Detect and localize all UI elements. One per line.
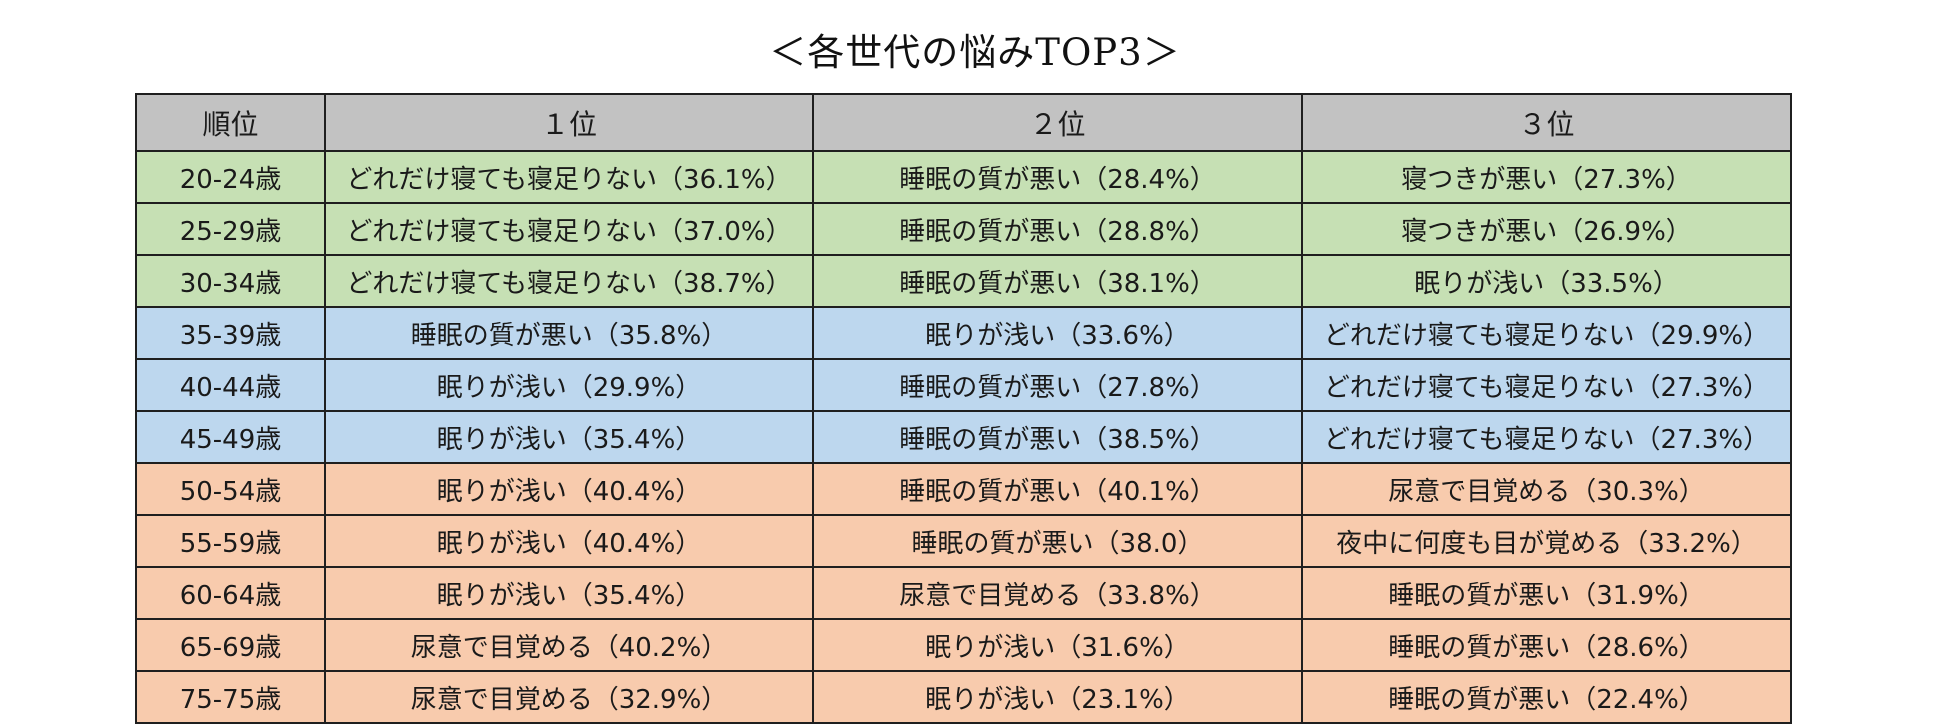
rank2-cell: 睡眠の質が悪い（40.1%） [812, 462, 1303, 516]
rank2-cell: 尿意で目覚める（33.8%） [812, 566, 1303, 620]
age-cell: 55-59歳 [135, 514, 326, 568]
rank2-cell: 眠りが浅い（23.1%） [812, 670, 1303, 724]
rank1-cell: どれだけ寝ても寝足りない（38.7%） [324, 254, 814, 308]
rank3-cell: どれだけ寝ても寝足りない（27.3%） [1301, 410, 1792, 464]
rank2-cell: 眠りが浅い（33.6%） [812, 306, 1303, 360]
rank3-cell: どれだけ寝ても寝足りない（27.3%） [1301, 358, 1792, 412]
age-cell: 25-29歳 [135, 202, 326, 256]
table-row: 25-29歳 どれだけ寝ても寝足りない（37.0%） 睡眠の質が悪い（28.8%）寝… [135, 202, 1792, 256]
rank1-cell: 眠りが浅い（40.4%） [324, 514, 814, 568]
rank3-cell: 睡眠の質が悪い（28.6%） [1301, 618, 1792, 672]
table-body: 20-24歳 どれだけ寝ても寝足りない（36.1%） 睡眠の質が悪い（28.4%）寝… [135, 150, 1792, 724]
rank1-cell: 睡眠の質が悪い（35.8%） [324, 306, 814, 360]
rank3-cell: どれだけ寝ても寝足りない（29.9%） [1301, 306, 1792, 360]
header-row: 順位 １位 ２位 ３位 [135, 93, 1792, 152]
rank1-cell: どれだけ寝ても寝足りない（37.0%） [324, 202, 814, 256]
rank1-cell: 尿意で目覚める（40.2%） [324, 618, 814, 672]
rank2-cell: 眠りが浅い（31.6%） [812, 618, 1303, 672]
rank3-cell: 睡眠の質が悪い（22.4%） [1301, 670, 1792, 724]
age-cell: 45-49歳 [135, 410, 326, 464]
rank3-cell: 睡眠の質が悪い（31.9%） [1301, 566, 1792, 620]
rank2-cell: 睡眠の質が悪い（27.8%） [812, 358, 1303, 412]
table-row: 60-64歳 眠りが浅い（35.4%） 尿意で目覚める（33.8%） 睡眠の質が悪い（… [135, 566, 1792, 620]
header-1st: １位 [324, 93, 814, 152]
rank2-cell: 睡眠の質が悪い（38.0） [812, 514, 1303, 568]
rank2-cell: 睡眠の質が悪い（28.8%） [812, 202, 1303, 256]
table-row: 20-24歳 どれだけ寝ても寝足りない（36.1%） 睡眠の質が悪い（28.4%）寝… [135, 150, 1792, 204]
age-cell: 65-69歳 [135, 618, 326, 672]
header-3rd: ３位 [1301, 93, 1792, 152]
table-row: 40-44歳 眠りが浅い（29.9%） 睡眠の質が悪い（27.8%） どれだけ寝ても寝… [135, 358, 1792, 412]
table-row: 35-39歳 睡眠の質が悪い（35.8%） 眠りが浅い（33.6%） どれだけ寝ても寝… [135, 306, 1792, 360]
age-cell: 40-44歳 [135, 358, 326, 412]
table-row: 30-34歳 どれだけ寝ても寝足りない（38.7%） 睡眠の質が悪い（38.1%）眠… [135, 254, 1792, 308]
rank2-cell: 睡眠の質が悪い（38.1%） [812, 254, 1303, 308]
header-2nd: ２位 [812, 93, 1303, 152]
age-cell: 50-54歳 [135, 462, 326, 516]
age-cell: 35-39歳 [135, 306, 326, 360]
rank1-cell: どれだけ寝ても寝足りない（36.1%） [324, 150, 814, 204]
table-row: 55-59歳 眠りが浅い（40.4%） 睡眠の質が悪い（38.0） 夜中に何度も目が覚… [135, 514, 1792, 568]
rank3-cell: 尿意で目覚める（30.3%） [1301, 462, 1792, 516]
rank3-cell: 眠りが浅い（33.5%） [1301, 254, 1792, 308]
age-cell: 60-64歳 [135, 566, 326, 620]
rank1-cell: 眠りが浅い（35.4%） [324, 410, 814, 464]
rank2-cell: 睡眠の質が悪い（38.5%） [812, 410, 1303, 464]
table-row: 50-54歳 眠りが浅い（40.4%） 睡眠の質が悪い（40.1%） 尿意で目覚める（… [135, 462, 1792, 516]
rank2-cell: 睡眠の質が悪い（28.4%） [812, 150, 1303, 204]
rank1-cell: 眠りが浅い（35.4%） [324, 566, 814, 620]
rank1-cell: 眠りが浅い（29.9%） [324, 358, 814, 412]
age-cell: 30-34歳 [135, 254, 326, 308]
rank1-cell: 尿意で目覚める（32.9%） [324, 670, 814, 724]
rank3-cell: 寝つきが悪い（26.9%） [1301, 202, 1792, 256]
header-rank: 順位 [135, 93, 326, 152]
table-row: 65-69歳 尿意で目覚める（40.2%） 眠りが浅い（31.6%） 睡眠の質が悪い（… [135, 618, 1792, 672]
table-row: 45-49歳 眠りが浅い（35.4%） 睡眠の質が悪い（38.5%） どれだけ寝ても寝… [135, 410, 1792, 464]
rank1-cell: 眠りが浅い（40.4%） [324, 462, 814, 516]
ranking-table: 順位 １位 ２位 ３位 20-24歳 どれだけ寝ても寝足りない（36.1%） 睡眠の… [135, 93, 1792, 724]
age-cell: 75-75歳 [135, 670, 326, 724]
rank3-cell: 寝つきが悪い（27.3%） [1301, 150, 1792, 204]
age-cell: 20-24歳 [135, 150, 326, 204]
page-title: ＜各世代の悩みTOP3＞ [769, 31, 1181, 74]
rank3-cell: 夜中に何度も目が覚める（33.2%） [1301, 514, 1792, 568]
table-row: 75-75歳 尿意で目覚める（32.9%） 眠りが浅い（23.1%） 睡眠の質が悪い（… [135, 670, 1792, 724]
